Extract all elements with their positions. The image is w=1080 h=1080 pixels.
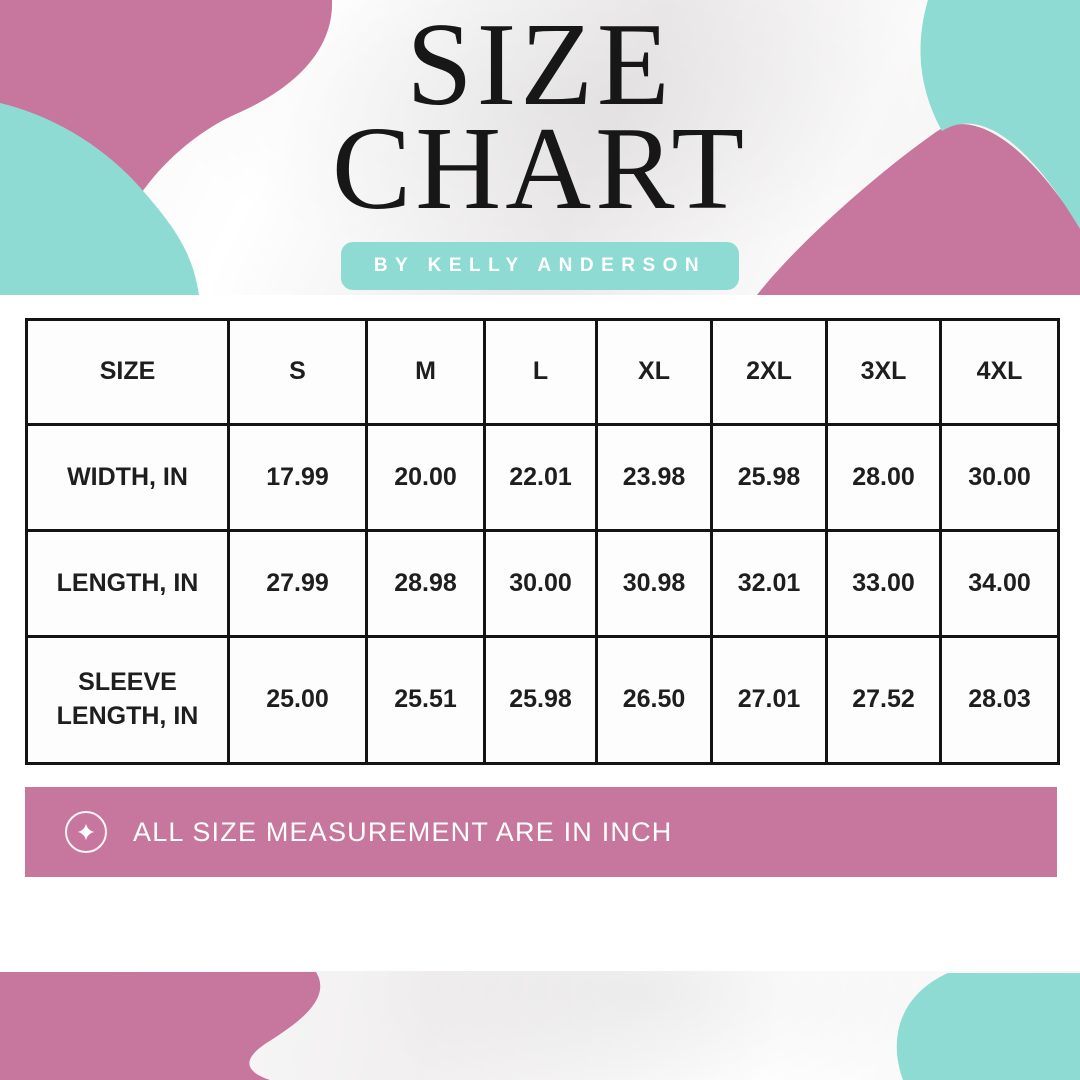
banner-note-text: ALL SIZE MEASUREMENT ARE IN INCH [133,816,673,847]
table-row-length: LENGTH, IN 27.99 28.98 30.00 30.98 32.01… [25,529,1060,638]
value-cell: 26.50 [595,635,713,765]
value-cell: 30.00 [939,423,1060,532]
measurement-note-banner: ALL SIZE MEASUREMENT ARE IN INCH [25,787,1057,877]
row-label-width: WIDTH, IN [25,423,230,532]
value-cell: 23.98 [595,423,713,532]
pink-blob-bottom-left [0,972,321,1080]
footer-section [0,971,1080,1080]
author-badge: BY KELLY ANDERSON [340,242,740,290]
col-header-4xl: 4XL [939,318,1060,426]
col-header-3xl: 3XL [825,318,942,426]
page-title-line-1: SIZE [406,0,674,130]
value-cell: 34.00 [939,529,1060,638]
value-cell: 33.00 [825,529,942,638]
value-cell: 28.98 [365,529,486,638]
value-cell: 20.00 [365,423,486,532]
value-cell: 30.00 [483,529,598,638]
col-header-xl: XL [595,318,713,426]
pink-blob-top-right [757,124,1080,295]
col-header-2xl: 2XL [710,318,828,426]
value-cell: 27.99 [227,529,368,638]
col-header-m: M [365,318,486,426]
sparkle-icon [65,811,107,853]
row-label-sleeve-length: SLEEVE LENGTH, IN [25,635,230,765]
header-section: SIZE CHART BY KELLY ANDERSON [0,0,1080,295]
teal-blob-bottom-right [896,973,1080,1080]
size-table-wrap: SIZE S M L XL 2XL 3XL 4XL WIDTH, IN 17.9… [25,318,1060,765]
col-header-s: S [227,318,368,426]
value-cell: 25.00 [227,635,368,765]
row-label-length: LENGTH, IN [25,529,230,638]
value-cell: 32.01 [710,529,828,638]
table-header-row: SIZE S M L XL 2XL 3XL 4XL [25,318,1060,426]
value-cell: 30.98 [595,529,713,638]
page-title-line-2: CHART [331,102,749,234]
sparkle-icon-glyph [77,823,95,841]
col-header-l: L [483,318,598,426]
value-cell: 27.52 [825,635,942,765]
header-decor-blobs [0,0,1080,295]
table-row-width: WIDTH, IN 17.99 20.00 22.01 23.98 25.98 … [25,423,1060,532]
title-block: SIZE CHART BY KELLY ANDERSON [0,0,1080,290]
value-cell: 27.01 [710,635,828,765]
value-cell: 17.99 [227,423,368,532]
value-cell: 25.98 [483,635,598,765]
value-cell: 28.00 [825,423,942,532]
teal-blob-top-right [920,0,1080,229]
col-header-size: SIZE [25,318,230,426]
size-table: SIZE S M L XL 2XL 3XL 4XL WIDTH, IN 17.9… [25,318,1060,765]
table-row-sleeve-length: SLEEVE LENGTH, IN 25.00 25.51 25.98 26.5… [25,635,1060,765]
value-cell: 25.51 [365,635,486,765]
teal-blob-left [0,103,199,295]
value-cell: 28.03 [939,635,1060,765]
value-cell: 22.01 [483,423,598,532]
footer-decor-blobs [0,972,1080,1080]
value-cell: 25.98 [710,423,828,532]
